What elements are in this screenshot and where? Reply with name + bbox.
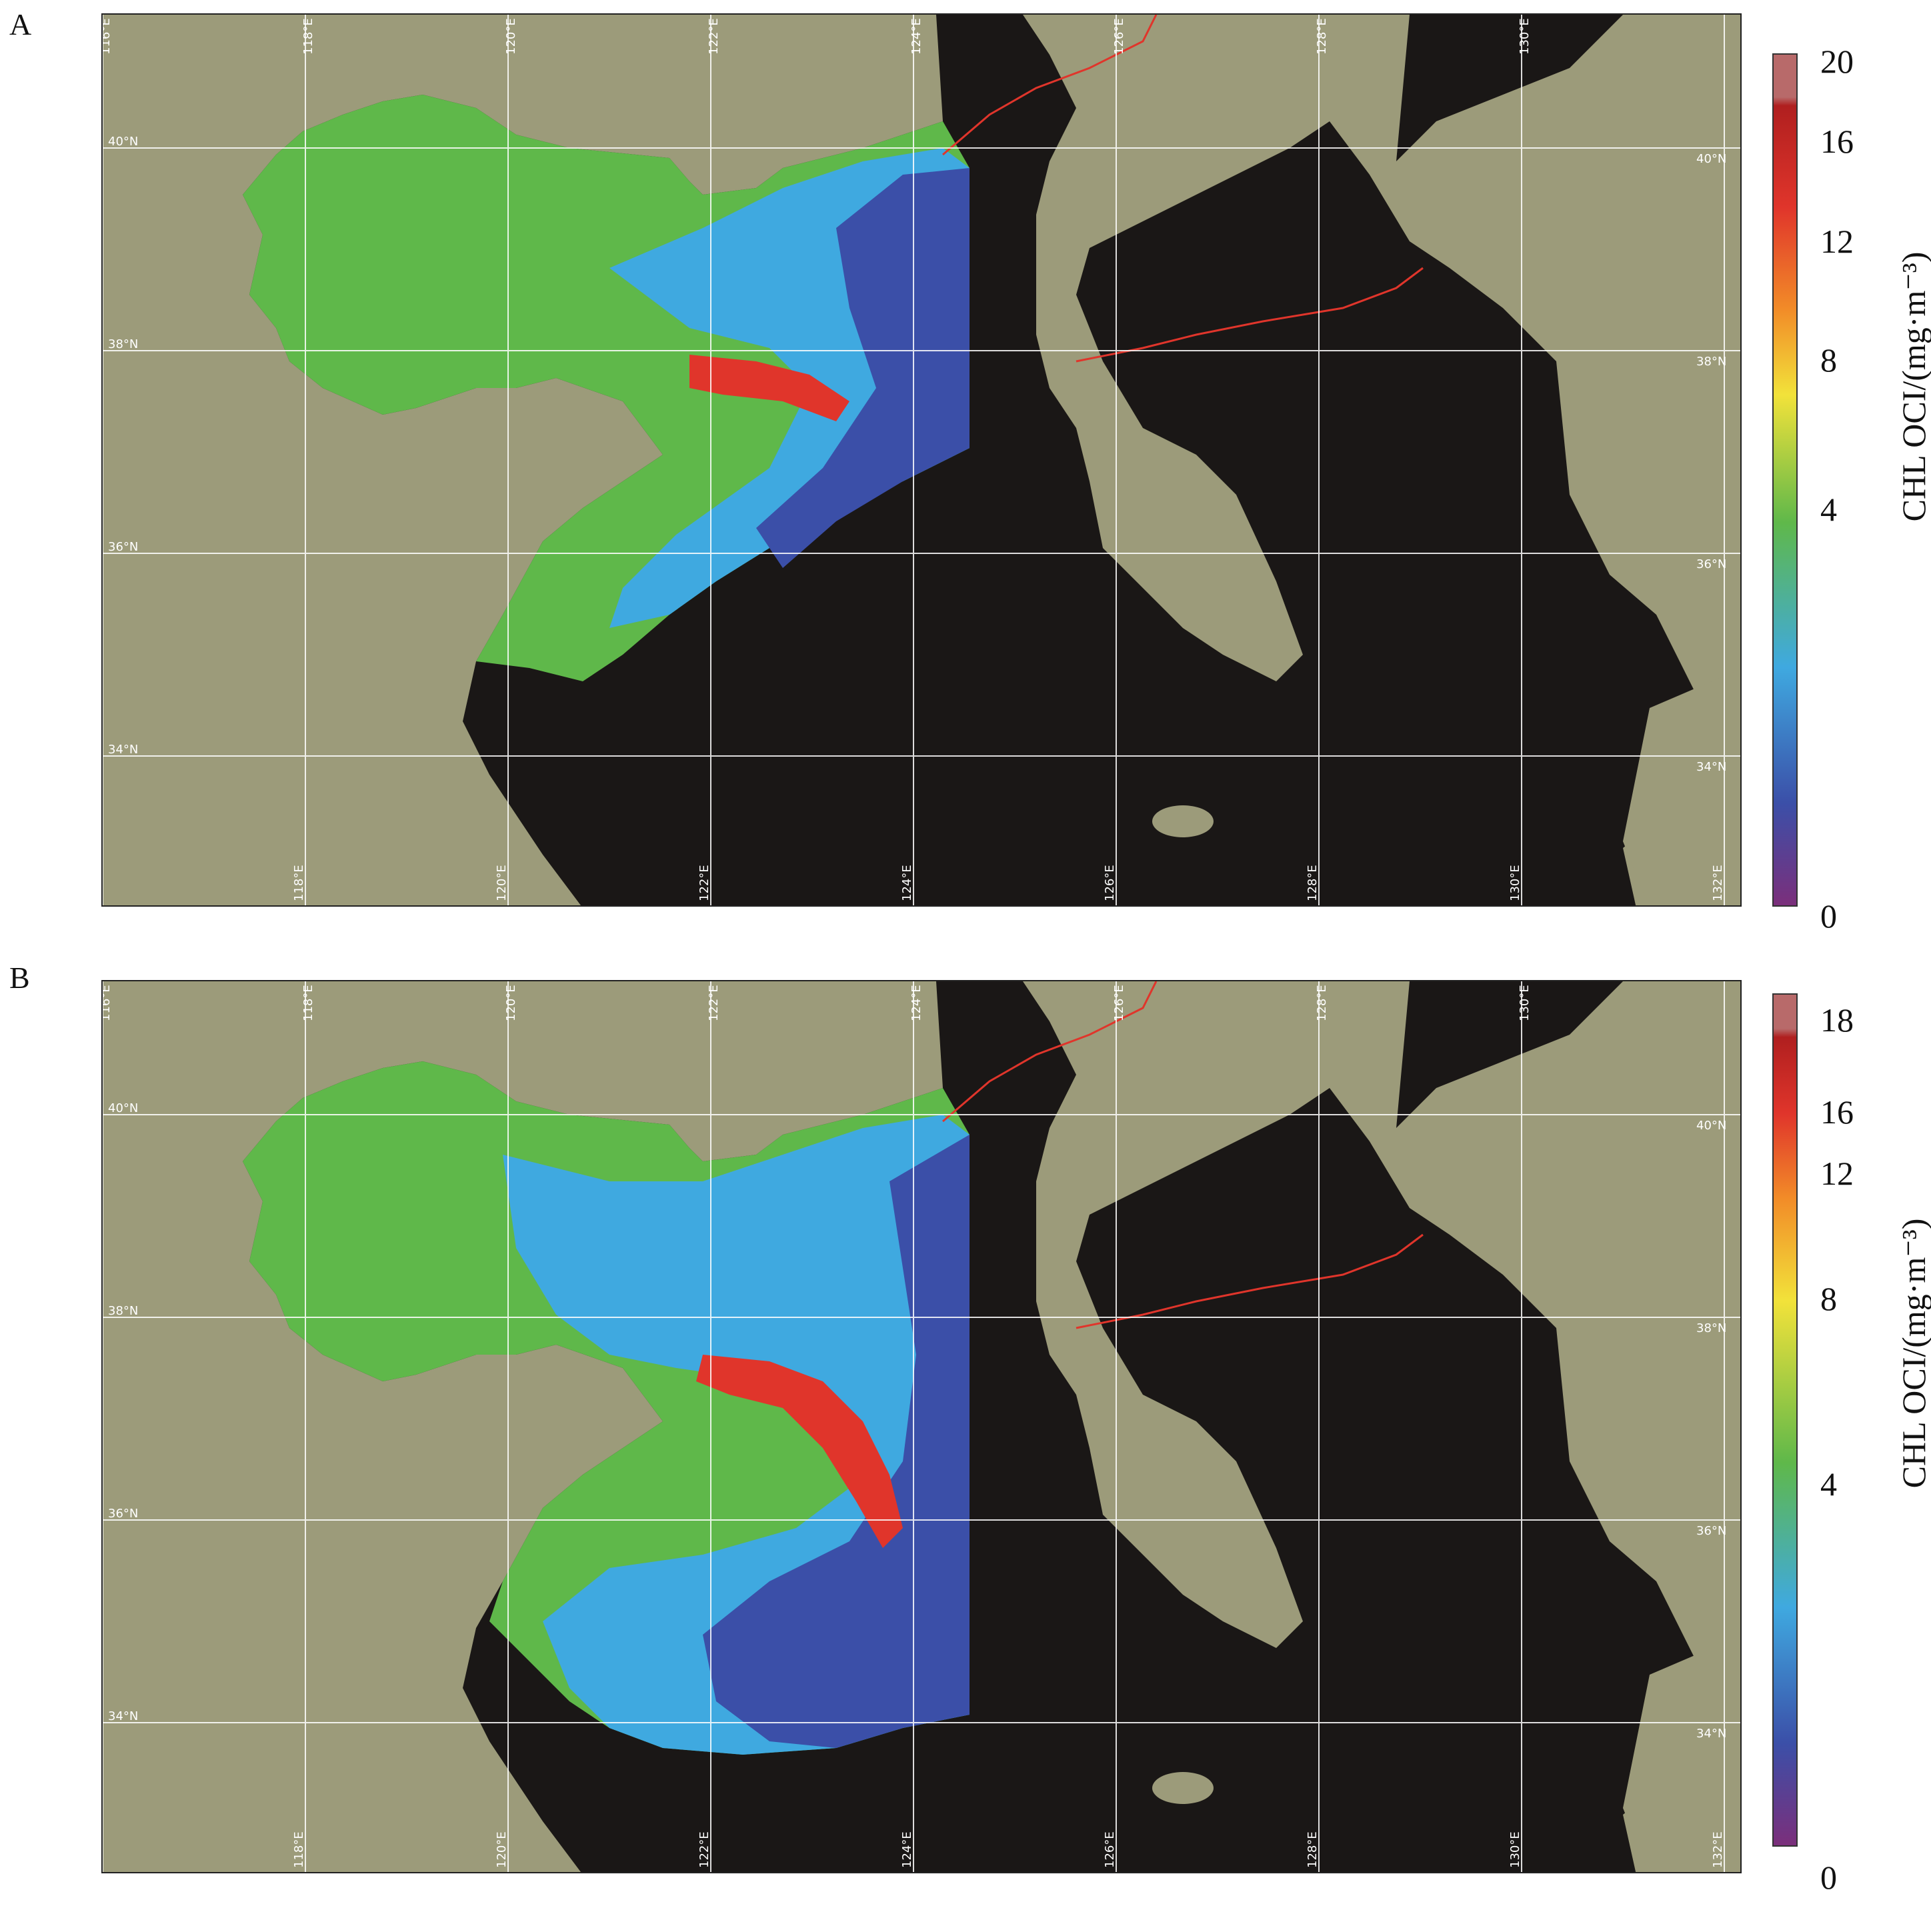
lat-label-left: 34°N xyxy=(108,743,138,757)
lat-label-right: 38°N xyxy=(1696,1321,1726,1335)
lon-label-bottom: 130°E xyxy=(1508,865,1522,901)
lon-label-bottom: 118°E xyxy=(292,865,306,901)
graticule xyxy=(103,15,1740,905)
colorbar-a xyxy=(1772,53,1798,907)
colorbar-title: CHL OCI/(mg·m⁻³) xyxy=(1895,251,1931,522)
colorbar-title: CHL OCI/(mg·m⁻³) xyxy=(1895,1218,1931,1489)
map-b: 116°E 118°E 120°E 122°E 124°E 126°E 128°… xyxy=(101,980,1742,1873)
lon-label-bottom: 128°E xyxy=(1306,1831,1320,1868)
colorbar-tick: 4 xyxy=(1820,1465,1837,1503)
lon-label-bottom: 126°E xyxy=(1103,865,1117,901)
graticule xyxy=(103,981,1740,1872)
lat-label-right: 36°N xyxy=(1696,1524,1726,1538)
lon-label-top: 120°E xyxy=(504,985,518,1021)
lat-label-left: 36°N xyxy=(108,540,138,554)
land-korea xyxy=(1023,981,1740,1872)
colorbar-b xyxy=(1772,993,1798,1847)
lon-label-top: 128°E xyxy=(1315,18,1329,55)
sea-east xyxy=(1396,981,1623,1128)
lat-label-left: 38°N xyxy=(108,1304,138,1318)
lon-label-bottom: 130°E xyxy=(1508,1831,1522,1868)
lon-label-bottom: 118°E xyxy=(292,1831,306,1868)
land-china xyxy=(103,15,943,905)
lon-label-top: 124°E xyxy=(909,18,923,55)
sea-deepblue-zone xyxy=(756,168,970,568)
lon-label-top: 122°E xyxy=(707,18,721,55)
lon-label-bottom: 120°E xyxy=(495,865,509,901)
lon-label-bottom: 128°E xyxy=(1306,865,1320,901)
lon-label-bottom: 120°E xyxy=(495,1831,509,1868)
lon-label-bottom: 132°E xyxy=(1711,1831,1725,1868)
sea-red-front xyxy=(696,1355,903,1548)
lon-label-bottom: 126°E xyxy=(1103,1831,1117,1868)
colorbar-tick: 0 xyxy=(1820,897,1837,935)
lon-label-top: 128°E xyxy=(1315,985,1329,1021)
map-a: 116°E 118°E 120°E 122°E 124°E 126°E 128°… xyxy=(101,13,1742,907)
panel-letter-a: A xyxy=(9,7,32,41)
lon-label-top: 118°E xyxy=(301,985,315,1021)
colorbar-tick: 20 xyxy=(1820,43,1854,80)
land-jeju xyxy=(1152,1772,1214,1804)
lat-label-right: 40°N xyxy=(1696,1119,1726,1133)
lon-label-top: 126°E xyxy=(1112,18,1126,55)
lat-label-right: 34°N xyxy=(1696,760,1726,774)
lon-label-top: 116°E xyxy=(103,985,113,1021)
land-china xyxy=(103,981,943,1872)
land-jeju xyxy=(1152,805,1214,837)
lat-label-right: 36°N xyxy=(1696,557,1726,571)
land-japan xyxy=(1623,1635,1740,1872)
sea-red-front xyxy=(689,355,849,421)
border-line xyxy=(942,15,1424,363)
lon-label-bottom: 124°E xyxy=(900,865,914,901)
lat-label-left: 40°N xyxy=(108,135,138,149)
lat-label-right: 40°N xyxy=(1696,152,1726,166)
panel-letter-b: B xyxy=(9,961,30,995)
map-b-svg: 116°E 118°E 120°E 122°E 124°E 126°E 128°… xyxy=(103,981,1740,1872)
lon-label-top: 116°E xyxy=(103,18,113,55)
lon-label-top: 124°E xyxy=(909,985,923,1021)
lat-label-left: 40°N xyxy=(108,1101,138,1115)
border-line xyxy=(942,981,1424,1329)
colorbar-tick: 8 xyxy=(1820,341,1837,379)
colorbar-tick: 4 xyxy=(1820,491,1837,528)
colorbar-tick: 16 xyxy=(1820,123,1854,160)
sea-east xyxy=(1396,15,1623,161)
land-korea xyxy=(1023,15,1740,905)
lon-label-bottom: 122°E xyxy=(697,865,711,901)
lon-label-top: 126°E xyxy=(1112,985,1126,1021)
lat-label-right: 38°N xyxy=(1696,355,1726,369)
colorbar-tick: 0 xyxy=(1820,1859,1837,1896)
colorbar-tick: 8 xyxy=(1820,1280,1837,1317)
land-japan xyxy=(1623,669,1740,905)
colorbar-tick: 16 xyxy=(1820,1093,1854,1131)
lon-label-top: 130°E xyxy=(1518,18,1532,55)
colorbar-tick: 18 xyxy=(1820,1001,1854,1039)
colorbar-tick: 12 xyxy=(1820,223,1854,260)
lon-label-top: 120°E xyxy=(504,18,518,55)
colorbar-tick: 12 xyxy=(1820,1155,1854,1192)
lon-label-bottom: 124°E xyxy=(900,1831,914,1868)
lat-label-left: 38°N xyxy=(108,337,138,351)
lon-label-top: 122°E xyxy=(707,985,721,1021)
sea-deepblue-zone xyxy=(703,1135,970,1748)
lat-label-left: 36°N xyxy=(108,1507,138,1521)
lat-label-right: 34°N xyxy=(1696,1727,1726,1741)
lat-label-left: 34°N xyxy=(108,1709,138,1723)
lon-label-top: 130°E xyxy=(1518,985,1532,1021)
lon-label-bottom: 122°E xyxy=(697,1831,711,1868)
lon-label-top: 118°E xyxy=(301,18,315,55)
lon-label-bottom: 132°E xyxy=(1711,865,1725,901)
map-a-svg: 116°E 118°E 120°E 122°E 124°E 126°E 128°… xyxy=(103,15,1740,905)
